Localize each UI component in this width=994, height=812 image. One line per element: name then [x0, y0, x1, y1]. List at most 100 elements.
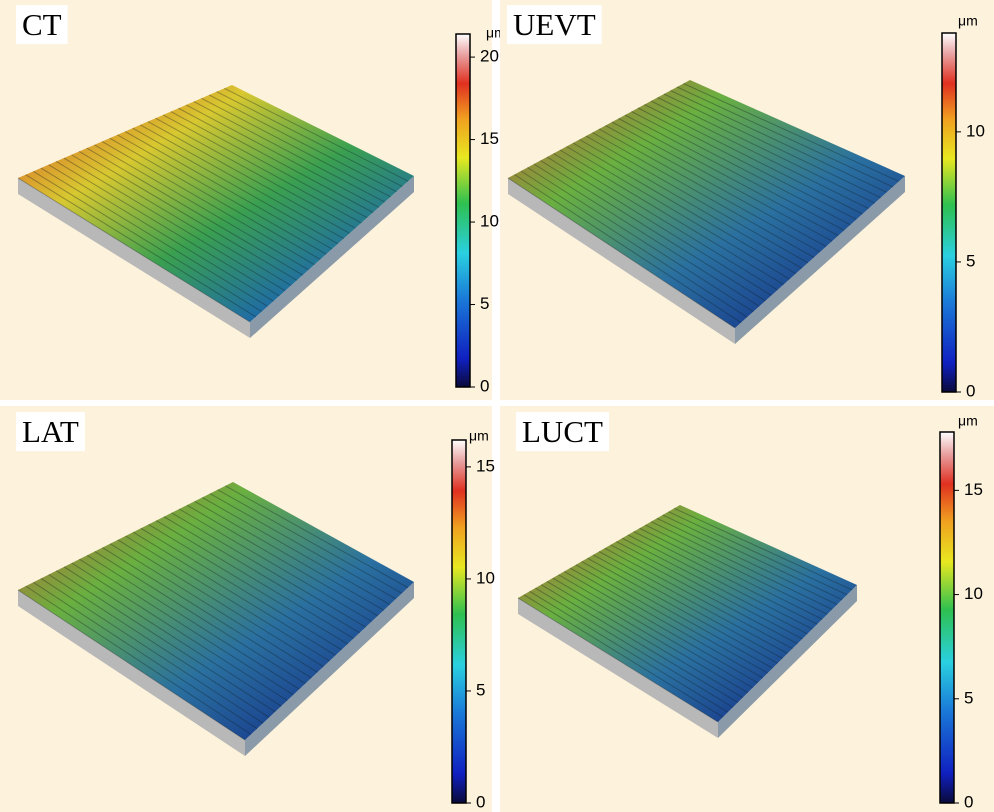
surface-texture — [566, 146, 790, 280]
panel-label: LUCT — [522, 414, 603, 449]
surface-texture — [670, 90, 887, 193]
surface-texture — [657, 97, 875, 204]
surface-texture — [194, 500, 385, 611]
surface-texture — [155, 117, 356, 229]
surface-side — [718, 585, 857, 738]
surface-texture — [162, 114, 362, 224]
label-background — [516, 412, 609, 452]
surface-texture — [17, 177, 251, 323]
surface-side — [18, 590, 245, 756]
surface-texture — [540, 160, 766, 302]
surface-texture — [604, 547, 793, 650]
panel: LUCT μm 0 5 10 15 — [500, 406, 994, 812]
surface-texture — [147, 121, 350, 234]
surface-texture — [155, 520, 354, 639]
surface-texture — [125, 535, 330, 662]
surface-side — [735, 176, 905, 344]
surface-texture — [109, 543, 318, 673]
panel: LAT μm 0 5 10 15 — [0, 406, 495, 812]
surface-texture — [598, 551, 788, 654]
panel-label: LAT — [22, 414, 79, 449]
colorbar-tick-label: 15 — [480, 129, 499, 148]
label-background — [16, 412, 85, 452]
surface-texture — [25, 585, 252, 735]
surface-texture — [553, 153, 778, 291]
surface-texture — [517, 597, 719, 723]
colorbar-tick-label: 15 — [964, 480, 983, 499]
surface-texture — [637, 107, 857, 220]
surface-texture — [611, 121, 833, 242]
surface-texture — [102, 547, 312, 679]
surface-texture — [48, 574, 270, 718]
surface-texture — [575, 564, 768, 674]
surface-texture — [117, 539, 324, 668]
surface-texture — [56, 570, 276, 713]
colorbar-tick-label: 5 — [476, 680, 485, 699]
surface-texture — [569, 567, 763, 679]
surface-texture — [656, 517, 838, 606]
surface-texture — [132, 531, 336, 656]
surface-side — [245, 582, 414, 756]
surface-texture — [535, 587, 734, 708]
colorbar-tick-label: 10 — [964, 584, 983, 603]
surface-top — [518, 505, 857, 722]
colorbar-tick-label: 5 — [480, 294, 489, 313]
surface-texture — [94, 551, 306, 684]
surface-texture — [71, 154, 292, 286]
surface-texture — [163, 516, 360, 634]
colorbar-tick-label: 10 — [476, 568, 495, 587]
surface-texture — [633, 531, 818, 625]
surface-texture — [33, 170, 262, 312]
colorbar-tick-label: 0 — [480, 376, 489, 395]
surface-texture — [676, 86, 894, 188]
surface-texture — [208, 94, 397, 193]
surface-texture — [186, 504, 379, 617]
surface-texture — [17, 589, 246, 741]
panel-label: CT — [22, 7, 62, 42]
surface-texture — [202, 496, 391, 606]
surface-texture — [621, 537, 808, 635]
surface-texture — [610, 544, 798, 645]
surface-texture — [40, 578, 264, 724]
colorbar — [455, 33, 471, 388]
surface-texture — [585, 135, 809, 264]
surface-texture — [592, 554, 783, 659]
surface-texture — [533, 163, 760, 307]
colorbar-tick-label: 15 — [476, 456, 495, 475]
surface-side — [250, 176, 414, 338]
surface-texture — [546, 156, 772, 296]
surface-texture — [558, 574, 754, 689]
surface-texture — [217, 489, 403, 594]
surface-texture — [514, 174, 742, 323]
surface-top — [508, 80, 905, 328]
surface-texture — [650, 521, 833, 610]
surface-texture — [668, 511, 848, 596]
colorbar-tick-label: 0 — [966, 381, 975, 400]
surface-texture — [109, 137, 321, 260]
surface-texture — [540, 584, 739, 703]
surface-texture — [663, 93, 881, 199]
colorbar-tick-label: 10 — [480, 212, 499, 231]
surface-texture — [171, 512, 366, 628]
surface-texture — [216, 91, 403, 187]
label-background — [507, 5, 602, 45]
surface-texture — [33, 581, 258, 730]
colorbar-tick-label: 0 — [476, 792, 485, 811]
surface-texture — [79, 558, 294, 696]
surface-texture — [523, 594, 724, 718]
surface-side — [508, 178, 735, 344]
surface-texture — [592, 132, 815, 258]
surface-texture — [639, 527, 823, 620]
surface-texture — [598, 128, 821, 253]
surface-texture — [520, 170, 748, 318]
surface-texture — [644, 104, 863, 215]
surface-texture — [579, 139, 803, 269]
surface-texture — [124, 131, 333, 250]
surface-texture — [48, 164, 274, 302]
surface-texture — [616, 541, 803, 640]
surface-texture — [546, 580, 744, 698]
surface-top — [18, 482, 414, 740]
colorbar — [941, 32, 957, 393]
